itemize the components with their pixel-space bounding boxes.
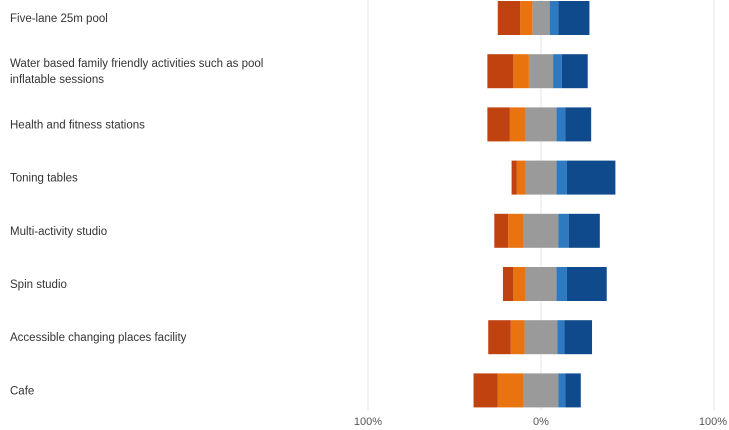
bar-segment-neutral <box>528 54 554 89</box>
x-tick-label: 0% <box>533 416 549 428</box>
bar-segment-neutral <box>523 373 559 408</box>
category-label: Accessible changing places facility <box>10 332 187 344</box>
bar-segment-right-1 <box>566 160 616 195</box>
category-label: Cafe <box>10 385 34 397</box>
bar-segment-neutral <box>532 1 550 35</box>
bar-segment-left-1 <box>508 213 524 248</box>
category-label: Five-lane 25m pool <box>10 13 108 25</box>
category-label: Toning tables <box>10 173 78 185</box>
bar-segment-neutral <box>523 213 559 248</box>
bar-segment-neutral <box>525 160 557 195</box>
bar-segment-left-0 <box>487 107 510 142</box>
category-label: Water based family friendly activities s… <box>10 58 263 86</box>
category-label: Health and fitness stations <box>10 119 145 131</box>
bar-segment-left-1 <box>513 267 526 301</box>
bar-segment-left-0 <box>473 373 498 408</box>
category-labels: Five-lane 25m pool Water based family fri… <box>10 13 263 397</box>
bar-segment-neutral <box>524 320 558 355</box>
bar-segment-left-0 <box>511 160 517 195</box>
x-tick-label: 100% <box>354 416 382 428</box>
bar-segment-left-1 <box>520 1 533 35</box>
category-label: Spin studio <box>10 279 67 291</box>
bar-segment-left-0 <box>502 267 514 301</box>
bar-segment-right-0 <box>558 213 569 248</box>
bar-segment-left-0 <box>487 54 514 89</box>
bar-segment-left-1 <box>516 160 526 195</box>
bar-segment-left-1 <box>513 54 529 89</box>
bar-segment-right-0 <box>557 320 565 355</box>
bar-segments <box>473 1 616 408</box>
bar-segment-neutral <box>525 107 557 142</box>
bar-segment-right-0 <box>556 107 566 142</box>
bar-segment-right-1 <box>558 1 590 35</box>
bar-segment-right-1 <box>565 373 581 408</box>
bar-segment-left-0 <box>494 213 509 248</box>
bar-segment-right-1 <box>568 213 600 248</box>
bar-segment-right-1 <box>561 54 588 89</box>
bar-segment-right-1 <box>565 107 592 142</box>
category-label: Multi-activity studio <box>10 226 107 238</box>
bar-segment-right-0 <box>558 373 566 408</box>
x-axis-tick-labels: 100% 0% 100% <box>354 416 727 428</box>
bar-segment-right-1 <box>564 320 593 355</box>
bar-segment-left-1 <box>510 320 525 355</box>
bar-segment-right-0 <box>553 54 562 89</box>
bar-segment-neutral <box>525 267 557 301</box>
bar-segment-right-0 <box>556 267 567 301</box>
bar-segment-right-0 <box>549 1 559 35</box>
bar-segment-left-0 <box>497 1 521 35</box>
bar-segment-right-0 <box>556 160 567 195</box>
bar-segment-right-1 <box>566 267 607 301</box>
bar-segment-left-0 <box>488 320 511 355</box>
bar-segment-left-1 <box>497 373 524 408</box>
x-tick-label: 100% <box>699 416 727 428</box>
bar-segment-left-1 <box>509 107 526 142</box>
